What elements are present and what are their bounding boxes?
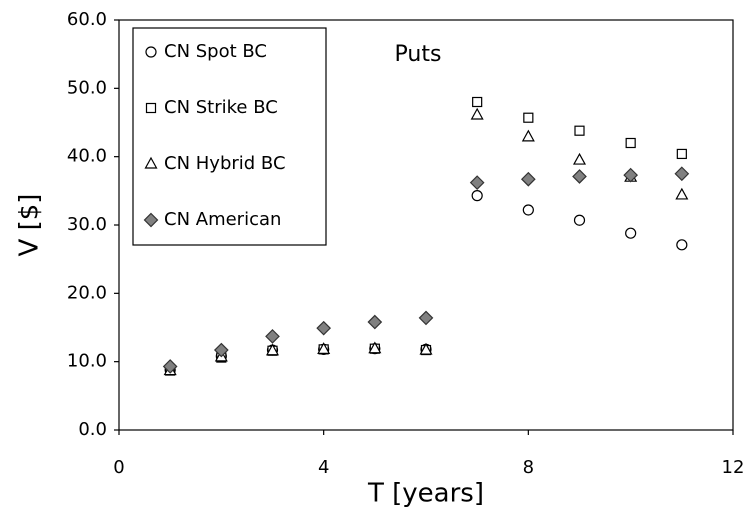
y-tick-label: 30.0 xyxy=(67,214,107,235)
point xyxy=(521,129,535,142)
point xyxy=(522,204,534,216)
point xyxy=(419,342,433,355)
legend-label: CN Hybrid BC xyxy=(164,153,286,174)
y-tick-label: 50.0 xyxy=(67,77,107,98)
point xyxy=(623,167,639,183)
x-tick-label: 8 xyxy=(523,457,534,478)
point xyxy=(676,239,688,251)
point xyxy=(675,187,689,200)
point xyxy=(572,152,587,165)
legend-label: CN American xyxy=(164,209,281,230)
point xyxy=(213,342,229,358)
point xyxy=(472,96,483,108)
y-tick-label: 10.0 xyxy=(67,351,107,372)
point xyxy=(676,148,687,160)
y-tick-label: 40.0 xyxy=(67,146,107,167)
legend-label: CN Strike BC xyxy=(164,97,278,118)
legend-marker xyxy=(143,212,159,228)
y-tick-label: 0.0 xyxy=(78,419,107,440)
point xyxy=(471,190,483,202)
point xyxy=(470,107,484,120)
y-tick-label: 20.0 xyxy=(67,282,107,303)
x-tick-label: 0 xyxy=(113,457,124,478)
x-tick-label: 12 xyxy=(722,457,745,478)
legend-box xyxy=(132,27,327,246)
x-axis-label: T [years] xyxy=(367,479,484,509)
point xyxy=(418,310,434,326)
point xyxy=(674,166,690,182)
legend-label: CN Spot BC xyxy=(164,41,267,62)
annotation: Puts xyxy=(395,42,442,67)
point xyxy=(573,214,586,226)
legend-marker xyxy=(145,102,157,114)
x-tick-label: 4 xyxy=(318,457,329,478)
y-axis-label: V [$] xyxy=(15,194,45,257)
point xyxy=(316,320,332,336)
point xyxy=(520,171,536,187)
point xyxy=(368,341,382,354)
point xyxy=(574,125,585,136)
y-tick-label: 60.0 xyxy=(67,9,107,30)
point xyxy=(625,137,636,149)
point xyxy=(265,329,280,344)
legend-marker xyxy=(144,156,158,169)
point xyxy=(162,359,178,374)
point xyxy=(572,169,587,184)
point xyxy=(265,343,280,356)
point xyxy=(317,342,331,354)
point xyxy=(523,112,534,123)
point xyxy=(469,175,485,190)
point xyxy=(625,227,637,239)
legend-marker xyxy=(145,46,157,58)
point xyxy=(367,314,383,330)
